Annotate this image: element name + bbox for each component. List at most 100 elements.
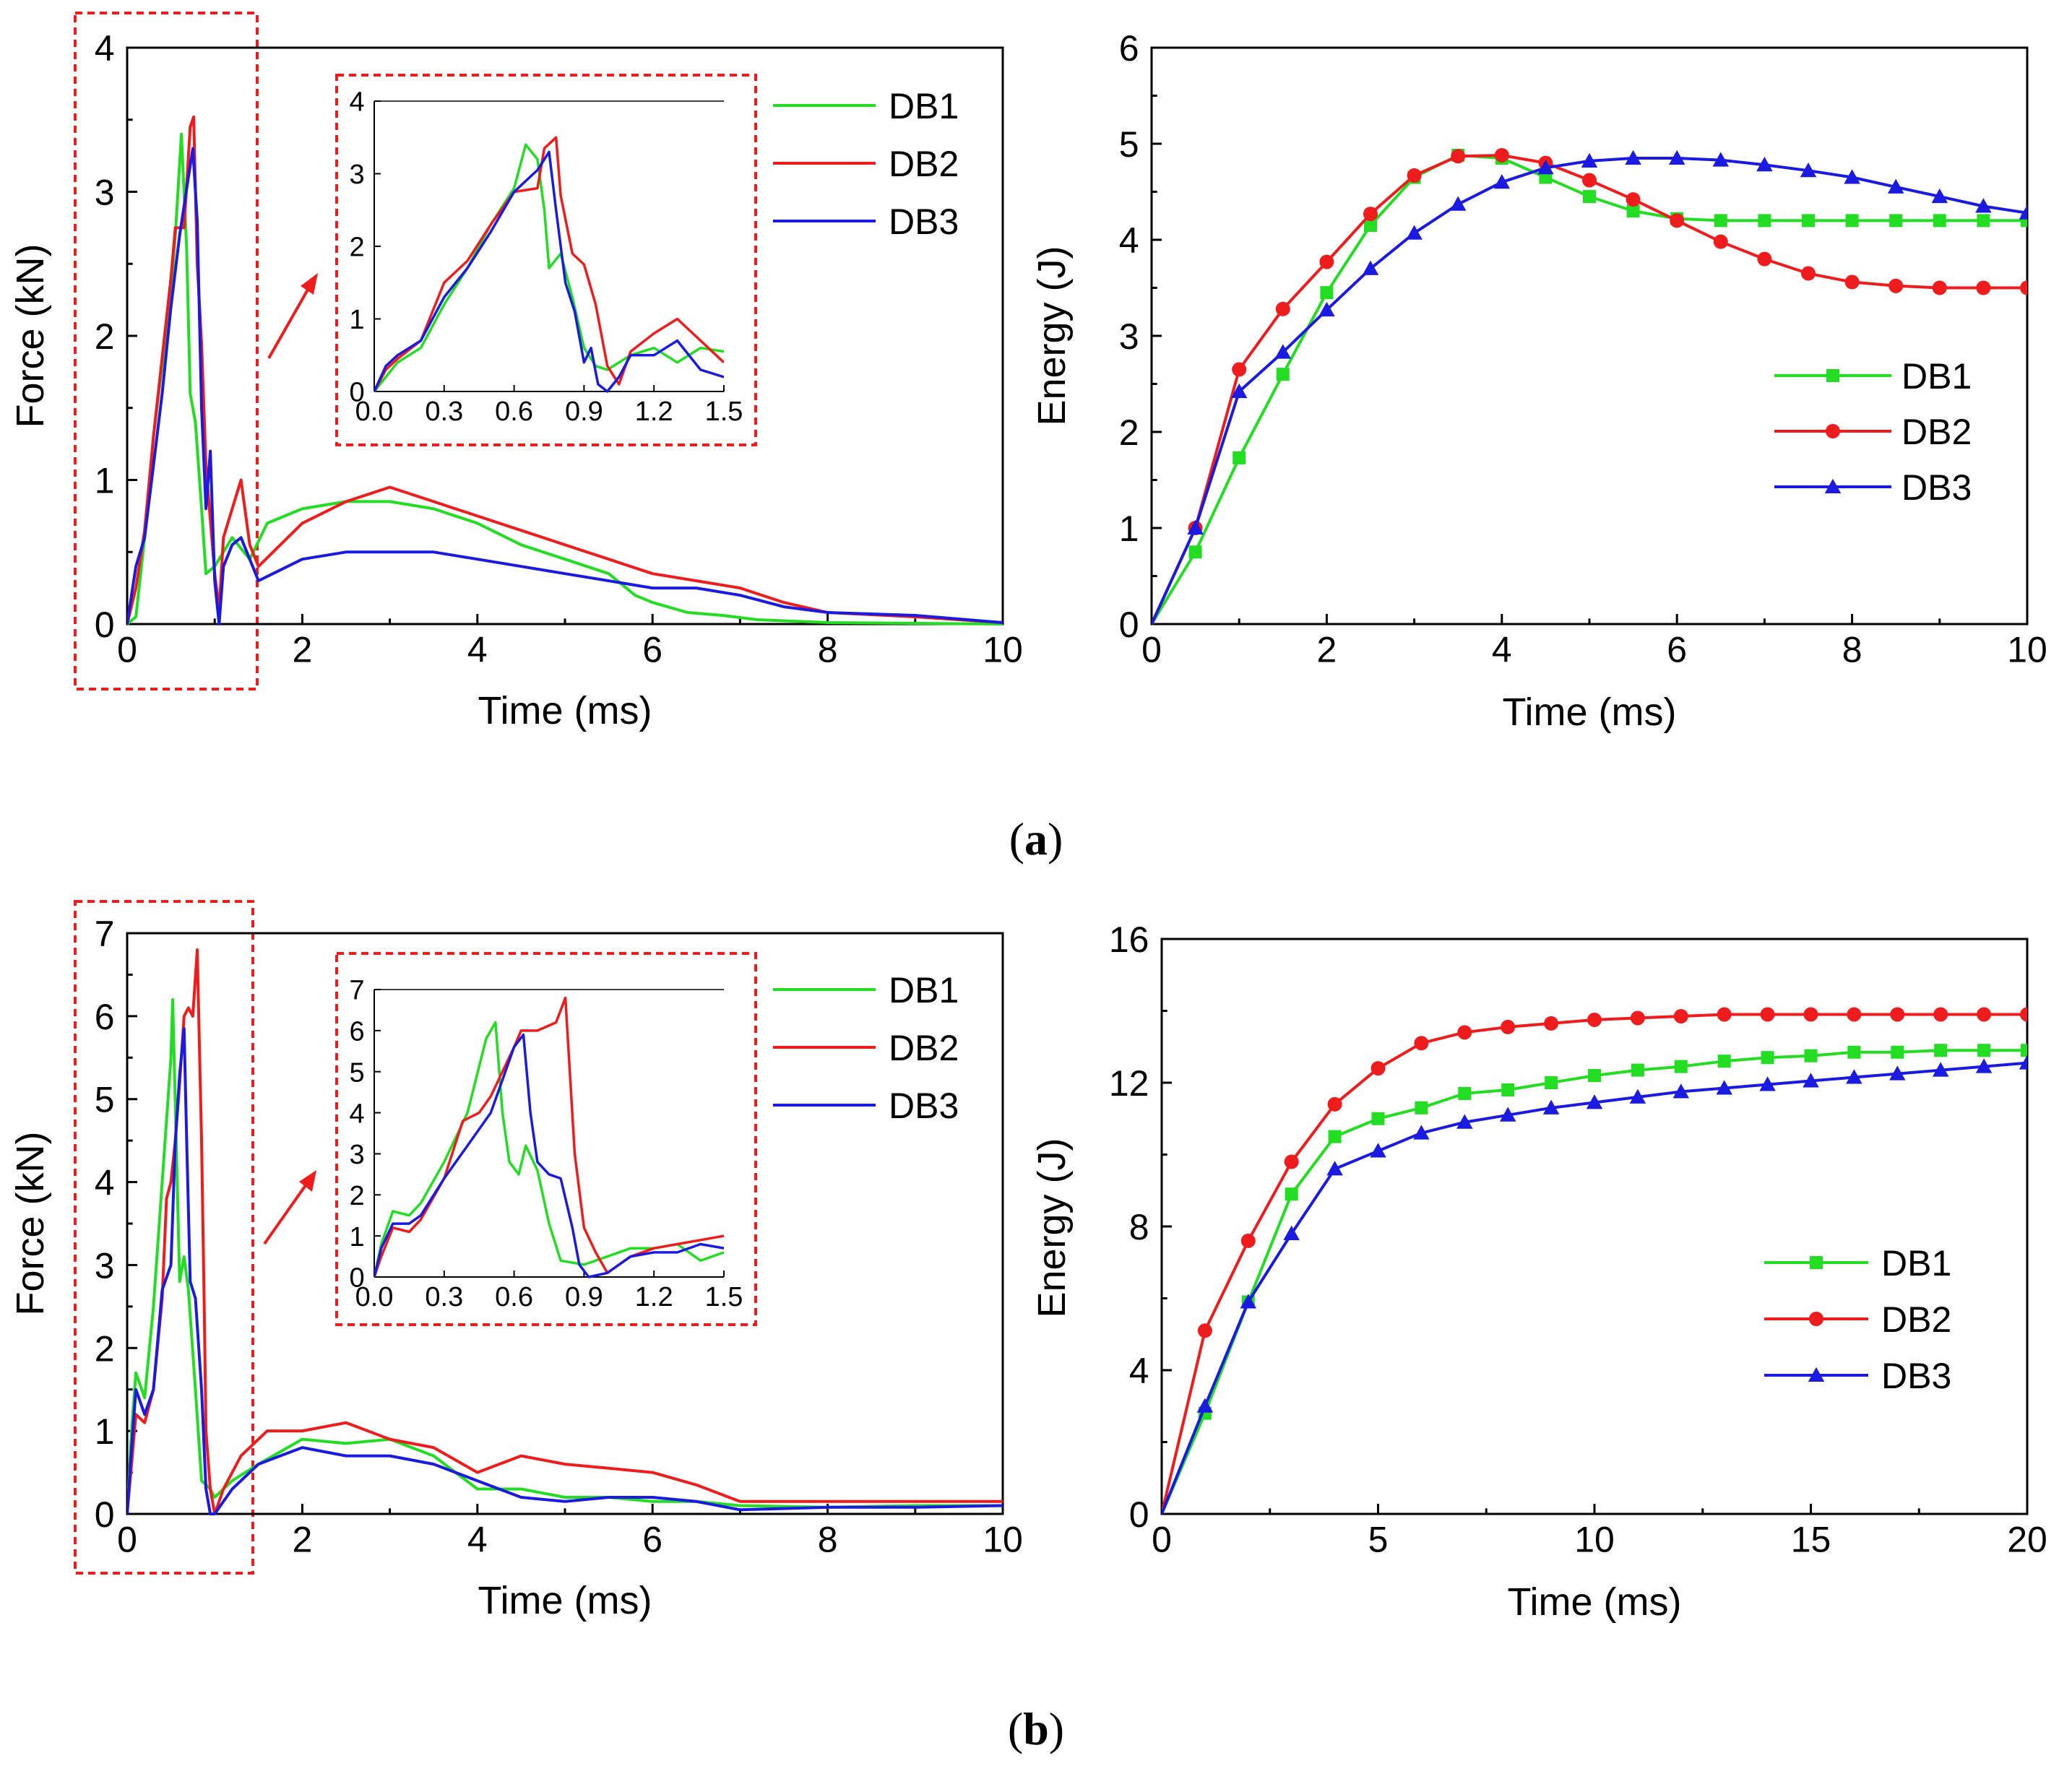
data-point-db3 <box>1846 1069 1862 1084</box>
data-point-db1 <box>1583 190 1596 204</box>
data-point-db1 <box>1364 219 1377 233</box>
x-axis-label: Time (ms) <box>1508 1580 1682 1624</box>
y-tick-label: 4 <box>1129 1351 1149 1391</box>
data-point-db2 <box>1717 1007 1732 1022</box>
data-point-db1 <box>1233 451 1246 464</box>
data-point-db2 <box>1232 362 1247 377</box>
data-point-db3 <box>1413 1125 1430 1140</box>
zoom-arrow-head-a <box>301 273 318 295</box>
y-tick-label: 2 <box>95 316 115 357</box>
legend-marker-db3 <box>1808 1367 1825 1382</box>
data-point-db1 <box>1845 214 1859 228</box>
x-tick-label: 0.9 <box>565 397 603 427</box>
x-tick-label: 15 <box>1791 1520 1831 1560</box>
series-group <box>127 948 1003 1515</box>
data-point-db2 <box>1803 1007 1818 1022</box>
y-tick-label: 3 <box>350 1140 365 1170</box>
data-point-db3 <box>1230 383 1248 399</box>
y-tick-label: 2 <box>350 233 365 263</box>
x-tick-label: 0.3 <box>425 1282 463 1312</box>
y-tick-label: 6 <box>95 997 115 1037</box>
legend-label-db1: DB1 <box>889 86 959 126</box>
data-point-db2 <box>1760 1007 1775 1022</box>
data-point-db1 <box>1934 1044 1948 1057</box>
x-tick-label: 4 <box>467 1520 488 1560</box>
inset-box-b <box>335 952 757 1326</box>
x-tick-label: 6 <box>1667 630 1687 670</box>
series-line-db2 <box>374 136 724 392</box>
y-tick-label: 1 <box>95 1411 115 1452</box>
legend-marker-db1 <box>1826 369 1839 382</box>
data-point-db2 <box>1626 192 1641 207</box>
data-point-db3 <box>1668 150 1685 165</box>
data-point-db3 <box>1975 1058 1993 1073</box>
data-point-db2 <box>1976 280 1991 295</box>
data-point-db3 <box>1800 162 1817 178</box>
x-tick-label: 20 <box>2007 1520 2047 1560</box>
data-point-db3 <box>1456 1114 1473 1129</box>
data-point-db2 <box>1457 1025 1472 1040</box>
data-point-db2 <box>1933 1007 1948 1022</box>
y-tick-label: 2 <box>350 1181 365 1211</box>
legend: DB1 DB2 DB3 <box>1774 356 1972 508</box>
caption-a: (a) <box>1009 813 1063 865</box>
legend-label-db3: DB3 <box>889 1086 959 1126</box>
y-tick-label: 0 <box>350 1263 365 1294</box>
data-point-db2 <box>1847 1007 1862 1022</box>
data-point-db2 <box>1327 1096 1342 1112</box>
data-point-db1 <box>1717 1055 1731 1068</box>
x-tick-label: 6 <box>642 630 662 670</box>
data-point-db3 <box>1240 1294 1257 1309</box>
data-point-db1 <box>1977 1044 1991 1057</box>
x-tick-label: 2 <box>1316 630 1337 670</box>
data-point-db3 <box>1712 152 1730 167</box>
chart-force_a_inset: 0.0 0.3 0.6 0.9 1.2 1.5 0 1 2 3 4 <box>350 87 743 427</box>
data-point-db2 <box>1319 254 1334 269</box>
legend-label-db2: DB2 <box>889 144 959 184</box>
y-tick-label: 12 <box>1109 1063 1149 1104</box>
y-axis-label: Energy (J) <box>1030 246 1074 425</box>
series-line-db3 <box>127 1027 1003 1515</box>
y-tick-label: 5 <box>350 1057 365 1088</box>
x-tick-label: 0.0 <box>355 1282 394 1312</box>
data-point-db2 <box>1451 149 1466 164</box>
legend: DB1 DB2 DB3 <box>1764 1243 1951 1396</box>
y-tick-label: 1 <box>350 305 365 335</box>
data-point-db2 <box>1587 1012 1602 1027</box>
y-tick-label: 1 <box>350 1222 365 1252</box>
x-tick-label: 1.2 <box>635 1282 673 1312</box>
y-tick-label: 4 <box>1119 220 1139 261</box>
data-point-db2 <box>1197 1323 1212 1338</box>
data-point-db2 <box>1370 1061 1386 1076</box>
data-point-db1 <box>1758 214 1771 228</box>
x-tick-label: 4 <box>467 630 488 670</box>
y-tick-label: 3 <box>95 1245 115 1286</box>
data-point-db1 <box>1328 1130 1342 1143</box>
data-point-db1 <box>1714 214 1727 228</box>
y-tick-label: 0 <box>1129 1494 1149 1535</box>
data-point-db2 <box>1275 301 1290 316</box>
data-point-db1 <box>1415 1101 1428 1114</box>
y-tick-label: 1 <box>1119 508 1139 549</box>
data-point-db3 <box>1931 188 1948 204</box>
y-tick-label: 7 <box>350 976 365 1006</box>
x-axis-label: Time (ms) <box>1503 691 1677 734</box>
data-point-db2 <box>1630 1010 1645 1026</box>
x-tick-label: 0.3 <box>425 397 463 427</box>
data-point-db3 <box>1629 1088 1646 1104</box>
x-tick-label: 10 <box>2007 630 2047 670</box>
y-tick-label: 3 <box>350 160 365 190</box>
legend-label-db3: DB3 <box>889 202 959 242</box>
legend-label-db2: DB2 <box>1902 412 1972 452</box>
x-tick-label: 10 <box>1574 1520 1615 1560</box>
data-point-db2 <box>1801 266 1816 281</box>
x-tick-label: 10 <box>983 630 1023 670</box>
y-tick-label: 8 <box>1129 1207 1149 1247</box>
series-group <box>374 136 724 393</box>
zoom-arrow-head-b <box>299 1170 316 1192</box>
x-tick-label: 2 <box>292 630 312 670</box>
